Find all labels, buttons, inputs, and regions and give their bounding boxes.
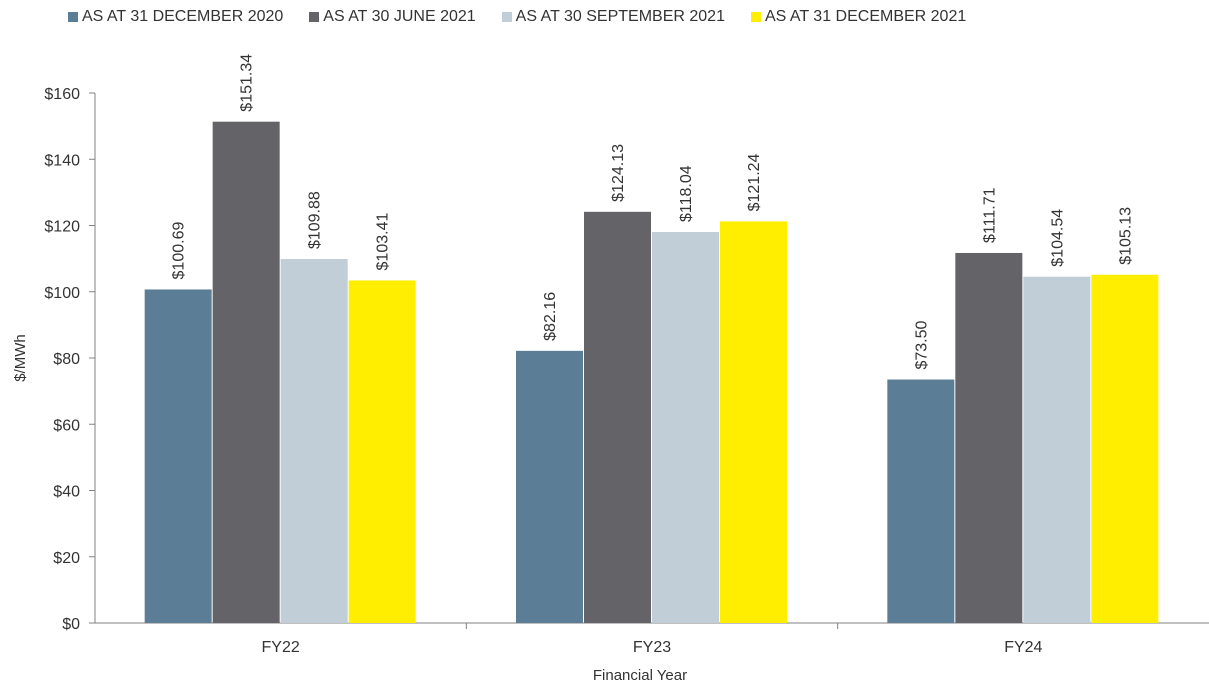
bar-value-label: $124.13 (610, 144, 627, 202)
bar (1023, 276, 1091, 623)
x-axis: FY22 FY23 FY24 (95, 622, 1209, 656)
legend-swatch (68, 12, 78, 22)
bar-value-label: $121.24 (746, 153, 763, 211)
bar-value-label: $103.41 (375, 213, 392, 271)
bar-value-label: $105.13 (1117, 207, 1134, 265)
bar-value-label: $118.04 (678, 165, 695, 222)
bar (348, 280, 416, 623)
bar (584, 211, 651, 623)
bar-value-label: $111.71 (981, 187, 998, 243)
y-tick-label: $140 (44, 152, 80, 169)
bar-labels: $100.69 $151.34 $109.88 $103.41 $82.16 $124.1… (171, 54, 1135, 370)
legend-swatch (750, 12, 761, 22)
x-tick-label: FY22 (262, 639, 300, 656)
legend-label: AS AT 30 JUNE 2021 (323, 8, 476, 25)
bar (955, 252, 1023, 623)
y-tick-label: $40 (53, 484, 80, 501)
bar (652, 231, 719, 623)
bar (1091, 274, 1159, 623)
y-tick-label: $0 (62, 616, 80, 633)
bar-value-label: $109.88 (307, 191, 324, 249)
legend-swatch (309, 12, 320, 22)
y-axis-label: $/MWh (12, 334, 29, 382)
legend-item: AS AT 31 DECEMBER 2020 (68, 8, 283, 26)
y-tick-label: $160 (44, 86, 80, 103)
bar (280, 259, 348, 623)
bar-value-label: $100.69 (171, 222, 188, 280)
y-tick-label: $60 (53, 417, 80, 434)
legend-item: AS AT 30 JUNE 2021 (309, 8, 476, 26)
bar (212, 121, 280, 623)
bar (516, 350, 583, 623)
chart-legend: AS AT 31 DECEMBER 2020 AS AT 30 JUNE 2021… (68, 8, 992, 26)
legend-swatch (501, 12, 512, 22)
x-tick-label: FY23 (633, 639, 671, 656)
bar (720, 221, 787, 623)
legend-item: AS AT 30 SEPTEMBER 2021 (501, 8, 725, 26)
bar (144, 289, 212, 623)
bar-value-label: $104.54 (1049, 209, 1066, 267)
bar-value-label: $151.34 (239, 54, 256, 112)
bar-value-label: $82.16 (542, 292, 559, 341)
y-tick-label: $20 (53, 550, 80, 567)
y-tick-label: $80 (53, 351, 80, 368)
x-tick-label: FY24 (1004, 639, 1042, 656)
y-tick-label: $120 (44, 219, 80, 236)
legend-label: AS AT 31 DECEMBER 2021 (764, 8, 967, 25)
bars (144, 121, 1159, 623)
y-tick-label: $100 (44, 285, 80, 302)
legend-label: AS AT 30 SEPTEMBER 2021 (515, 8, 725, 25)
y-axis: $0 $20 $40 $60 $80 $100 $120 $140 $160 (44, 86, 96, 633)
bar (887, 379, 955, 623)
legend-item: AS AT 31 DECEMBER 2021 (750, 8, 967, 26)
x-axis-label: Financial Year (593, 667, 687, 684)
legend-label: AS AT 31 DECEMBER 2020 (82, 8, 284, 25)
bar-value-label: $73.50 (913, 320, 930, 369)
